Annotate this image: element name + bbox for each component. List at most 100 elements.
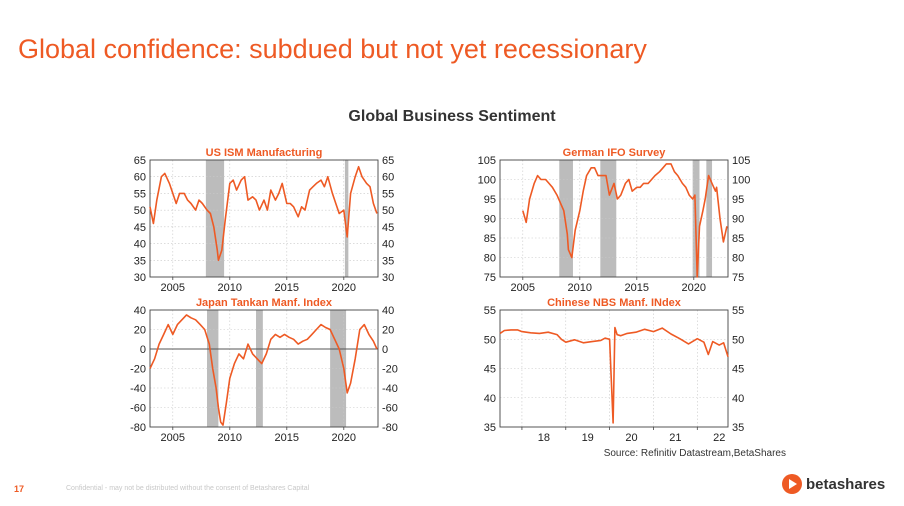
x-tick-label: 2010 xyxy=(218,282,242,292)
shaded-band xyxy=(344,160,349,277)
x-tick-label: 20 xyxy=(625,432,637,442)
y-tick-label-left: 50 xyxy=(484,334,496,346)
logo-text: betashares xyxy=(806,475,886,493)
us-ism-chart: US ISM Manufacturing 30 30 35 35 40 40 45 45 50 50… xyxy=(110,142,430,292)
series-line xyxy=(522,163,728,278)
source-note: Source: Refinitiv Datastream,BetaShares xyxy=(603,448,786,459)
y-tick-label-left: 105 xyxy=(478,155,496,167)
y-tick-label-left: 20 xyxy=(134,325,146,337)
y-tick-label-left: 85 xyxy=(484,233,496,245)
y-tick-label-left: 80 xyxy=(484,253,496,265)
x-tick-label: 2020 xyxy=(332,282,356,292)
chart-title: German IFO Survey xyxy=(563,147,667,159)
betashares-logo: betashares xyxy=(782,474,885,494)
y-tick-label-left: 95 xyxy=(484,194,496,206)
y-tick-label-right: 75 xyxy=(732,272,744,284)
chart-title: Chinese NBS Manf. INdex xyxy=(547,297,682,309)
y-tick-label-right: -80 xyxy=(382,422,398,434)
y-tick-label-right: 45 xyxy=(732,364,744,376)
y-tick-label-left: 75 xyxy=(484,272,496,284)
japan-tankan-chart: Japan Tankan Manf. Index -80 -80 -60 -60 -40 -… xyxy=(110,292,430,442)
plot-frame xyxy=(499,309,729,428)
y-tick-label-right: 55 xyxy=(382,188,394,200)
page-number: 17 xyxy=(14,484,25,494)
betashares-logo-icon xyxy=(782,474,802,494)
y-tick-label-left: 40 xyxy=(484,393,496,405)
plot-frame xyxy=(499,159,729,278)
x-tick-label: 22 xyxy=(713,432,725,442)
y-tick-label-right: 30 xyxy=(382,272,394,284)
y-tick-label-left: 0 xyxy=(140,344,146,356)
x-tick-label: 2015 xyxy=(275,282,299,292)
confidential-notice: Confidential - may not be distributed wi… xyxy=(66,485,310,492)
y-tick-label-left: 55 xyxy=(484,305,496,317)
y-tick-label-left: 35 xyxy=(484,422,496,434)
x-tick-label: 2020 xyxy=(682,282,706,292)
y-tick-label-right: 55 xyxy=(732,305,744,317)
y-tick-label-left: 60 xyxy=(134,172,146,184)
y-tick-label-left: -40 xyxy=(130,383,146,395)
y-tick-label-left: 40 xyxy=(134,239,146,251)
y-tick-label-right: 50 xyxy=(732,334,744,346)
y-tick-label-left: -80 xyxy=(130,422,146,434)
series-line xyxy=(149,314,378,426)
chart-main-title: Global Business Sentiment xyxy=(348,108,556,125)
chart-svg: Japan Tankan Manf. Index -80 -80 -60 -60 -40 -… xyxy=(130,297,398,442)
y-tick-label-right: 20 xyxy=(382,325,394,337)
y-tick-label-left: 30 xyxy=(134,272,146,284)
y-tick-label-left: 50 xyxy=(134,205,146,217)
x-tick-label: 18 xyxy=(538,432,550,442)
x-tick-label: 2010 xyxy=(568,282,592,292)
y-tick-label-right: 40 xyxy=(732,393,744,405)
shaded-band xyxy=(706,160,713,277)
chart-title: Japan Tankan Manf. Index xyxy=(196,297,333,309)
series-line xyxy=(149,165,378,262)
x-tick-label: 21 xyxy=(669,432,681,442)
x-tick-label: 2005 xyxy=(161,432,185,442)
x-tick-label: 2020 xyxy=(332,432,356,442)
series-line xyxy=(499,326,729,424)
y-tick-label-right: 60 xyxy=(382,172,394,184)
slide-title: Global confidence: subdued but not yet r… xyxy=(18,34,647,64)
y-tick-label-right: 35 xyxy=(382,255,394,267)
y-tick-label-left: 65 xyxy=(134,155,146,167)
y-tick-label-right: 80 xyxy=(732,253,744,265)
y-tick-label-right: 65 xyxy=(382,155,394,167)
x-tick-label: 19 xyxy=(582,432,594,442)
plot-frame xyxy=(149,159,379,278)
x-tick-label: 2010 xyxy=(218,432,242,442)
y-tick-label-right: 100 xyxy=(732,175,750,187)
y-tick-label-left: 45 xyxy=(484,364,496,376)
y-tick-label-left: 35 xyxy=(134,255,146,267)
german-ifo-chart: German IFO Survey 75 75 80 80 85 85 90 90 95 95 100… xyxy=(460,142,780,292)
chart-title: US ISM Manufacturing xyxy=(206,147,323,159)
y-tick-label-left: 100 xyxy=(478,175,496,187)
y-tick-label-right: 0 xyxy=(382,344,388,356)
y-tick-label-right: 90 xyxy=(732,214,744,226)
chart-svg: German IFO Survey 75 75 80 80 85 85 90 90 95 95 100… xyxy=(478,147,751,292)
x-tick-label: 2015 xyxy=(275,432,299,442)
x-tick-label: 2015 xyxy=(625,282,649,292)
y-tick-label-right: 45 xyxy=(382,222,394,234)
y-tick-label-left: -20 xyxy=(130,364,146,376)
x-tick-label: 2005 xyxy=(161,282,185,292)
chinese-nbs-chart: Chinese NBS Manf. INdex 35 35 40 40 45 45 50 50 5… xyxy=(460,292,780,442)
y-tick-label-left: 45 xyxy=(134,222,146,234)
y-tick-label-left: 90 xyxy=(484,214,496,226)
y-tick-label-right: 95 xyxy=(732,194,744,206)
y-tick-label-left: 55 xyxy=(134,188,146,200)
y-tick-label-left: 40 xyxy=(134,305,146,317)
y-tick-label-right: 85 xyxy=(732,233,744,245)
x-tick-label: 2005 xyxy=(511,282,535,292)
chart-svg: Chinese NBS Manf. INdex 35 35 40 40 45 45 50 50 5… xyxy=(484,297,745,442)
y-tick-label-left: -60 xyxy=(130,403,146,415)
shaded-band xyxy=(559,160,573,277)
y-tick-label-right: 105 xyxy=(732,155,750,167)
y-tick-label-right: -60 xyxy=(382,403,398,415)
y-tick-label-right: -40 xyxy=(382,383,398,395)
chart-svg: US ISM Manufacturing 30 30 35 35 40 40 45 45 50 50… xyxy=(134,147,395,292)
y-tick-label-right: -20 xyxy=(382,364,398,376)
y-tick-label-right: 40 xyxy=(382,305,394,317)
y-tick-label-right: 40 xyxy=(382,239,394,251)
shaded-band xyxy=(205,160,225,277)
